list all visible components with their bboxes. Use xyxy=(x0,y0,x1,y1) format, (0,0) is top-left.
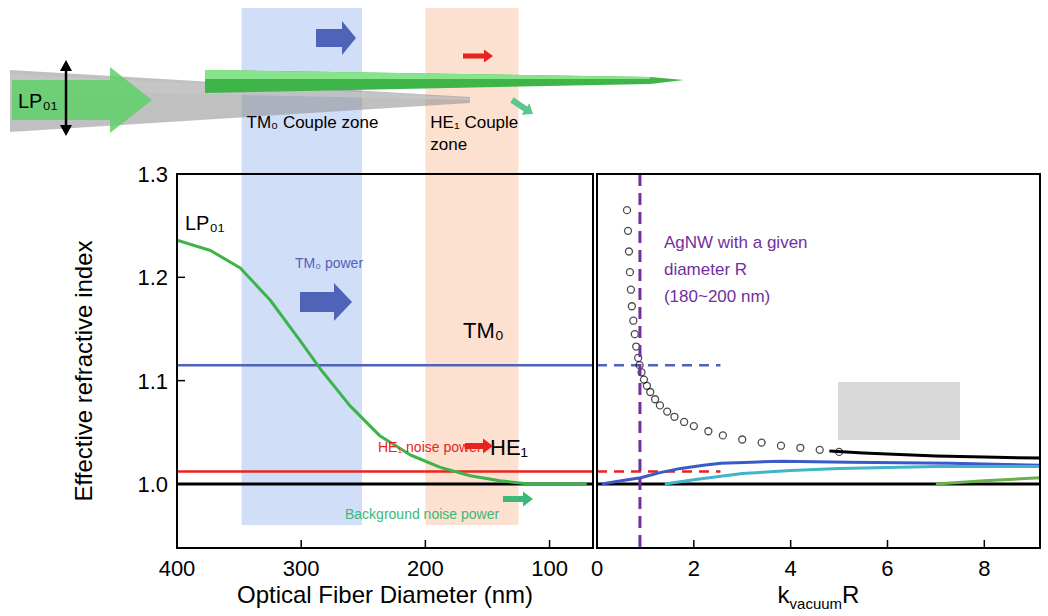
y-tick xyxy=(177,380,185,382)
y-tick xyxy=(177,483,185,485)
x-axis-title-part: vacuum xyxy=(790,595,843,612)
zone-label-line: TM₀ Couple zone xyxy=(247,113,379,132)
zone-label: TM₀ Couple zone xyxy=(247,113,379,132)
x-tick xyxy=(693,540,695,548)
he1-noise-arrow xyxy=(463,50,493,63)
x-tick xyxy=(790,540,792,548)
input-mode-arrow xyxy=(12,67,152,133)
x-tick xyxy=(549,540,551,548)
horizontal-line xyxy=(177,364,593,367)
annotation: TM₀ power xyxy=(295,255,363,271)
data-point xyxy=(647,388,654,395)
x-tick-label: 0 xyxy=(591,556,603,581)
x-tick-label: 400 xyxy=(159,556,196,581)
data-point xyxy=(758,439,765,446)
polarization-arrowhead xyxy=(60,125,72,136)
data-line xyxy=(829,451,1040,458)
nanowire-highlight xyxy=(205,70,650,79)
data-point xyxy=(739,436,746,443)
annotation-arrow xyxy=(465,439,493,454)
x-tick-label: 200 xyxy=(407,556,444,581)
data-line xyxy=(665,466,1040,484)
y-axis-title: Effective refractive index xyxy=(70,240,97,501)
data-point xyxy=(664,408,671,415)
x-axis-title: Optical Fiber Diameter (nm) xyxy=(237,581,533,608)
y-tick-label: 1.3 xyxy=(137,162,168,187)
y-tick-label: 1.0 xyxy=(137,472,168,497)
x-tick xyxy=(176,540,178,548)
x-axis-title-part: R xyxy=(842,581,859,608)
annotation: AgNW with a given xyxy=(664,233,808,252)
y-tick-label: 1.1 xyxy=(137,369,168,394)
data-line xyxy=(177,240,587,484)
x-tick xyxy=(596,540,598,548)
x-tick-label: 4 xyxy=(785,556,797,581)
data-point xyxy=(628,303,635,310)
annotation-arrow xyxy=(503,492,533,507)
data-point xyxy=(797,444,804,451)
annotation: (180~200 nm) xyxy=(664,287,770,306)
x-tick-label: 100 xyxy=(531,556,568,581)
polarization-arrowhead xyxy=(60,60,72,71)
data-point xyxy=(705,428,712,435)
polarization-arrow xyxy=(65,68,68,128)
panel: 400 300 200 100 1.0 1.1 1.2 1.3 Optical Fiber Di… xyxy=(70,162,593,608)
grey-box xyxy=(838,382,960,440)
x-tick xyxy=(425,540,427,548)
figure: LP₀₁ TM₀ Couple zone HE₁ Couple zone 400 300 2… xyxy=(0,0,1048,616)
x-tick xyxy=(984,540,986,548)
line-label: HE₁ xyxy=(490,435,528,460)
data-point xyxy=(631,331,638,338)
annotation: Background noise power xyxy=(345,506,499,522)
x-axis-title: kvacuumR xyxy=(778,581,860,612)
horizontal-line xyxy=(177,470,593,473)
plot-frame xyxy=(177,174,593,548)
x-tick-label: 8 xyxy=(978,556,990,581)
y-tick xyxy=(177,173,185,175)
data-point xyxy=(624,207,631,214)
x-tick-label: 300 xyxy=(283,556,320,581)
data-point xyxy=(816,446,823,453)
silver-nanowire xyxy=(205,70,684,93)
x-tick xyxy=(887,540,889,548)
data-point xyxy=(624,227,631,234)
annotation: diameter R xyxy=(664,260,747,279)
y-tick-label: 1.2 xyxy=(137,265,168,290)
data-point xyxy=(681,418,688,425)
series-label: LP₀₁ xyxy=(185,212,225,234)
data-point xyxy=(626,269,633,276)
x-tick-label: 6 xyxy=(881,556,893,581)
data-point xyxy=(777,442,784,449)
tm0-power-arrow xyxy=(316,21,356,55)
y-tick xyxy=(177,277,185,279)
x-tick-label: 2 xyxy=(688,556,700,581)
data-point xyxy=(656,402,663,409)
plot-frame xyxy=(597,174,1040,548)
diagram-mode-label: LP₀₁ xyxy=(18,90,58,112)
data-point xyxy=(690,423,697,430)
plot-area xyxy=(177,240,593,484)
data-point xyxy=(719,432,726,439)
data-line xyxy=(602,461,1040,484)
line-label: TM₀ xyxy=(463,318,504,343)
data-point xyxy=(671,413,678,420)
fiber-diagram: LP₀₁ xyxy=(10,21,684,136)
panel: 0 2 4 6 8 kvacuumR AgNW with a given diameter R… xyxy=(591,174,1040,612)
data-line xyxy=(936,478,1040,484)
data-point xyxy=(630,317,637,324)
zone-label-line: zone xyxy=(430,135,467,154)
x-tick xyxy=(300,540,302,548)
zone-label-line: HE₁ Couple xyxy=(430,113,518,132)
annotation-arrow xyxy=(300,283,352,321)
data-point xyxy=(627,286,634,293)
plot-area xyxy=(597,174,1040,548)
zone-label: HE₁ Couple zone xyxy=(430,113,518,154)
data-point xyxy=(625,248,632,255)
horizontal-line xyxy=(597,364,720,367)
data-point xyxy=(652,396,659,403)
nanowire-marker-line xyxy=(638,174,641,548)
